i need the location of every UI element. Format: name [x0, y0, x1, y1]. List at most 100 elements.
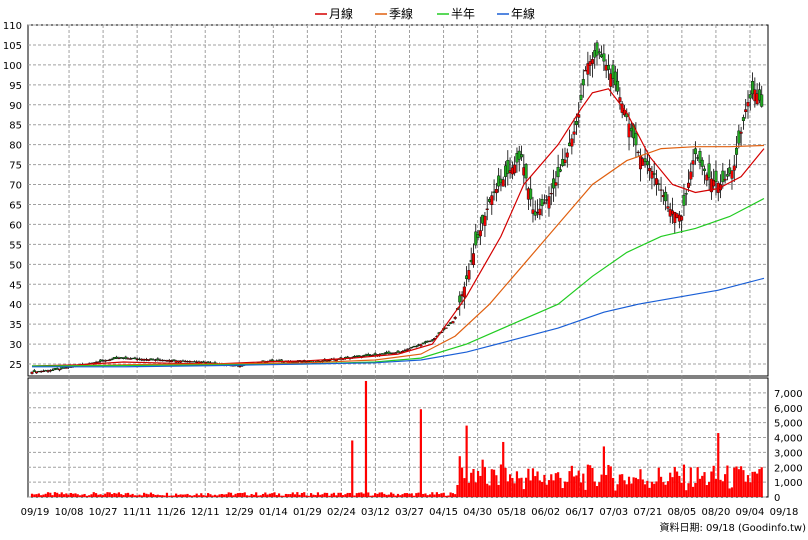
candle-body	[609, 73, 613, 87]
source-note: 資料日期: 09/18 (Goodinfo.tw)	[659, 521, 806, 534]
volume-tick-label: 5,000	[774, 419, 803, 430]
volume-bar	[637, 479, 640, 497]
volume-bar	[701, 475, 704, 497]
volume-bar	[394, 495, 397, 497]
volume-bar	[522, 489, 525, 497]
volume-bar	[694, 482, 697, 497]
volume-bar	[181, 494, 185, 497]
candle-body	[616, 80, 620, 92]
candle-body	[453, 317, 457, 319]
volume-bar	[271, 493, 274, 497]
x-tick-label: 11/26	[157, 507, 186, 518]
volume-bar	[586, 464, 589, 497]
volume-bar	[627, 476, 631, 497]
volume-bar	[216, 495, 219, 497]
candle-body	[30, 371, 34, 374]
candle-body	[117, 357, 121, 360]
volume-bar	[348, 492, 352, 497]
volume-bar	[708, 481, 711, 497]
candle-body	[721, 170, 725, 183]
price-tick-label: 35	[9, 320, 22, 331]
candle-body	[110, 358, 114, 361]
volume-bar	[696, 467, 699, 497]
candle-body	[57, 368, 61, 371]
volume-bar	[742, 470, 745, 497]
volume-bar	[309, 493, 313, 497]
price-tick-label: 40	[9, 300, 22, 311]
volume-bar	[69, 492, 72, 497]
volume-bar	[314, 495, 317, 497]
volume-tick-label: 0	[774, 493, 780, 504]
volume-bar	[344, 494, 347, 497]
volume-bar	[483, 467, 487, 497]
x-tick-label: 09/19	[21, 507, 50, 518]
volume-bar	[191, 495, 194, 497]
volume-bar	[486, 483, 489, 497]
x-tick-label: 10/08	[55, 507, 84, 518]
volume-bar	[126, 492, 130, 497]
volume-bar	[321, 494, 324, 497]
candle-body	[490, 195, 494, 205]
volume-bar	[584, 489, 587, 497]
candle-body	[529, 188, 533, 200]
volume-bar	[426, 495, 429, 497]
candle-body	[483, 215, 487, 226]
candle-body	[538, 208, 542, 216]
volume-bar	[669, 472, 672, 497]
volume-bar	[90, 494, 93, 497]
volume-bar	[133, 495, 137, 497]
candle-body	[119, 357, 123, 359]
volume-bar	[280, 495, 283, 497]
volume-bar	[513, 483, 516, 497]
candle-body	[684, 193, 688, 195]
volume-bar	[170, 495, 173, 497]
volume-bar	[387, 494, 390, 497]
volume-bar	[209, 494, 212, 497]
volume-bar	[380, 492, 384, 497]
volume-bar	[518, 478, 521, 497]
volume-bar	[408, 493, 411, 497]
candle-body	[108, 359, 112, 361]
volume-bar	[142, 492, 146, 497]
x-tick-label: 12/11	[191, 507, 220, 518]
volume-bar	[138, 494, 141, 497]
legend-label: 季線	[389, 6, 413, 21]
volume-bar	[202, 495, 205, 497]
candle-body	[467, 270, 471, 280]
volume-bar	[703, 472, 706, 497]
volume-bar	[550, 474, 553, 497]
volume-bar	[506, 481, 509, 497]
volume-tick-label: 7,000	[774, 389, 803, 400]
volume-bar	[360, 492, 363, 497]
candle-body	[737, 130, 741, 144]
volume-bar	[714, 479, 718, 497]
candle-body	[654, 178, 658, 185]
candle-body	[382, 353, 386, 355]
price-tick-label: 100	[3, 61, 22, 72]
volume-bar	[760, 467, 763, 497]
legend-label: 半年	[451, 7, 475, 21]
volume-bar	[92, 492, 95, 497]
volume-bar	[740, 466, 743, 497]
volume-bar	[689, 467, 692, 497]
volume-bar	[266, 494, 269, 497]
candle-body	[554, 182, 558, 186]
x-tick-label: 04/30	[463, 507, 492, 518]
volume-bar	[195, 493, 198, 497]
volume-bar	[719, 479, 722, 497]
volume-bar	[49, 492, 52, 497]
candle-body	[650, 171, 654, 179]
volume-bar	[479, 475, 482, 497]
candle-body	[414, 345, 418, 348]
volume-bar	[447, 495, 450, 497]
candle-body	[751, 81, 755, 95]
volume-tick-label: 4,000	[774, 434, 803, 445]
volume-bar	[470, 472, 473, 497]
volume-bar	[255, 492, 258, 497]
candle-body	[419, 344, 423, 347]
volume-bar	[179, 494, 182, 497]
volume-bar	[300, 492, 304, 497]
volume-bar	[751, 471, 754, 497]
volume-bar	[241, 493, 244, 497]
volume-bar	[252, 494, 255, 497]
